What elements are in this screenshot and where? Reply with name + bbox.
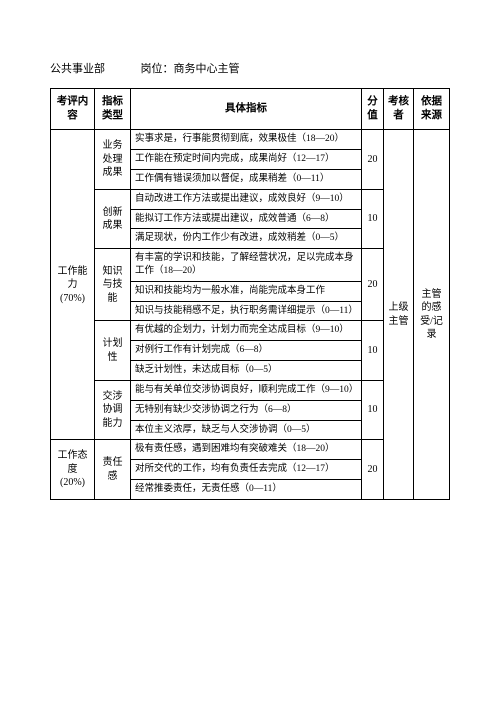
type-coordination: 交涉协调能力 [95,380,131,439]
indicator: 知识与技能稍感不足，执行职务需详细提示（0—11） [131,301,362,321]
indicator: 自动改进工作方法或提出建议，成效良好（9—10） [131,189,362,209]
document-header: 公共事业部 岗位：商务中心主管 [50,60,450,76]
type-innovation: 创新成果 [95,189,131,248]
indicator: 工作能在预定时间内完成，成果尚好（12—17） [131,150,362,170]
col-basis: 依据来源 [414,89,450,130]
indicator: 能与有关单位交涉协调良好，顺利完成工作（9—10） [131,380,362,400]
indicator: 有丰富的学识和技能，了解经营状况，足以完成本身工作（18—20） [131,249,362,282]
type-knowledge: 知识与技能 [95,249,131,321]
col-type: 指标类型 [95,89,131,130]
score: 20 [362,440,384,499]
table-row: 工作能力 (70%) 业务处理成果 实事求是，行事能贯彻到底，效果极佳（18—2… [51,130,450,150]
col-indicator: 具体指标 [131,89,362,130]
score: 10 [362,380,384,439]
indicator: 对所交代的工作，均有负责任去完成（12—17） [131,460,362,480]
indicator: 缺乏计划性，未达成目标（0—5） [131,361,362,381]
indicator: 实事求是，行事能贯彻到底，效果极佳（18—20） [131,130,362,150]
score: 10 [362,321,384,380]
col-assessor: 考核者 [384,89,414,130]
indicator: 极有责任感，遇到困难均有突破难关（18—20） [131,440,362,460]
indicator: 工作偶有错误须加以督促，成果稍差（0—11） [131,169,362,189]
type-business: 业务处理成果 [95,130,131,189]
basis: 主管的感受/记录 [414,130,450,499]
indicator: 无特别有缺少交涉协调之行为（6—8） [131,400,362,420]
indicator: 有优越的企划力，计划力而完全达成目标（9—10） [131,321,362,341]
section-attitude: 工作态度 (20%) [51,440,95,499]
position-label: 岗位： [141,63,174,75]
position-value: 商务中心主管 [174,63,240,75]
score: 20 [362,249,384,321]
evaluation-table: 考评内容 指标类型 具体指标 分值 考核者 依据来源 工作能力 (70%) 业务… [50,88,450,500]
col-content: 考评内容 [51,89,95,130]
indicator: 能拟订工作方法或提出建议，成效普通（6—8） [131,209,362,229]
type-responsibility: 责任感 [95,440,131,499]
indicator: 知识和技能均为一般水准，尚能完成本身工作 [131,281,362,301]
col-score: 分值 [362,89,384,130]
indicator: 经常推委责任，无责任感（0—11） [131,479,362,499]
type-planning: 计划性 [95,321,131,380]
department: 公共事业部 [50,63,105,75]
assessor: 上级主管 [384,130,414,499]
indicator: 满足现状，份内工作少有改进，成效稍差（0—5） [131,229,362,249]
score: 10 [362,189,384,248]
score: 20 [362,130,384,189]
section-workability: 工作能力 (70%) [51,130,95,440]
indicator: 对例行工作有计划完成（6—8） [131,341,362,361]
header-row: 考评内容 指标类型 具体指标 分值 考核者 依据来源 [51,89,450,130]
indicator: 本位主义浓厚，缺乏与人交涉协调（0—5） [131,420,362,440]
